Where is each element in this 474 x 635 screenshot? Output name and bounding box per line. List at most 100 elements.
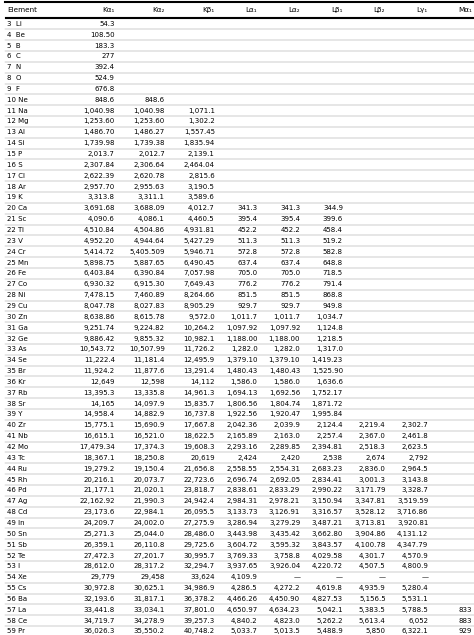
Text: 2,124.4: 2,124.4 <box>317 422 343 429</box>
Text: 9,886.42: 9,886.42 <box>83 335 115 342</box>
Text: 637.4: 637.4 <box>280 260 300 265</box>
Text: 4,619.8: 4,619.8 <box>316 585 343 591</box>
Text: 883: 883 <box>459 618 472 624</box>
Text: 27,275.9: 27,275.9 <box>183 520 215 526</box>
Text: 511.3: 511.3 <box>280 238 300 244</box>
Text: 4,220.72: 4,220.72 <box>312 563 343 570</box>
Text: 16,737.8: 16,737.8 <box>183 411 215 417</box>
Text: 5,850: 5,850 <box>365 629 386 634</box>
Text: 18,367.1: 18,367.1 <box>83 455 115 461</box>
Text: 21,177.1: 21,177.1 <box>83 488 115 493</box>
Text: Element: Element <box>7 7 37 13</box>
Text: 2,219.4: 2,219.4 <box>359 422 386 429</box>
Text: 1,282.0: 1,282.0 <box>231 346 257 352</box>
Text: 1,486.70: 1,486.70 <box>83 130 115 135</box>
Text: 1,034.7: 1,034.7 <box>316 314 343 320</box>
Text: 2,815.6: 2,815.6 <box>188 173 215 178</box>
Text: 2,042.36: 2,042.36 <box>227 422 257 429</box>
Text: 8,615.78: 8,615.78 <box>133 314 165 320</box>
Text: 9,251.74: 9,251.74 <box>83 324 115 331</box>
Text: 29,779: 29,779 <box>90 574 115 580</box>
Text: 14,112: 14,112 <box>190 379 215 385</box>
Text: Lβ₂: Lβ₂ <box>374 7 385 13</box>
Text: 11,726.2: 11,726.2 <box>183 346 215 352</box>
Text: 7  N: 7 N <box>7 64 21 70</box>
Text: 17,479.34: 17,479.34 <box>79 444 115 450</box>
Text: 8,027.83: 8,027.83 <box>133 303 165 309</box>
Text: 2,039.9: 2,039.9 <box>273 422 300 429</box>
Text: 3,589.6: 3,589.6 <box>188 194 215 201</box>
Text: 395.4: 395.4 <box>237 216 257 222</box>
Text: 25 Mn: 25 Mn <box>7 260 28 265</box>
Text: 7,057.98: 7,057.98 <box>183 271 215 276</box>
Text: 2,538: 2,538 <box>323 455 343 461</box>
Text: 4,466.26: 4,466.26 <box>227 596 257 602</box>
Text: 8,047.78: 8,047.78 <box>83 303 115 309</box>
Text: 19,608.3: 19,608.3 <box>183 444 215 450</box>
Text: 14 Si: 14 Si <box>7 140 24 146</box>
Text: 3,713.81: 3,713.81 <box>354 520 386 526</box>
Text: 1,040.98: 1,040.98 <box>133 108 165 114</box>
Text: 3,769.33: 3,769.33 <box>226 552 257 559</box>
Text: 4,634.23: 4,634.23 <box>269 607 300 613</box>
Text: 34 Se: 34 Se <box>7 358 27 363</box>
Text: 14,165: 14,165 <box>90 401 115 406</box>
Text: Lγ₁: Lγ₁ <box>417 7 428 13</box>
Text: 48 Cd: 48 Cd <box>7 509 27 515</box>
Text: 2,289.85: 2,289.85 <box>269 444 300 450</box>
Text: 1,218.5: 1,218.5 <box>316 335 343 342</box>
Text: 9  F: 9 F <box>7 86 19 92</box>
Text: 18,622.5: 18,622.5 <box>183 433 215 439</box>
Text: 32,294.7: 32,294.7 <box>183 563 215 570</box>
Text: 1,586.0: 1,586.0 <box>231 379 257 385</box>
Text: 26,095.5: 26,095.5 <box>183 509 215 515</box>
Text: 637.4: 637.4 <box>237 260 257 265</box>
Text: 183.3: 183.3 <box>94 43 115 48</box>
Text: 10,543.72: 10,543.72 <box>79 346 115 352</box>
Text: 25,044.0: 25,044.0 <box>134 531 165 537</box>
Text: 833: 833 <box>459 607 472 613</box>
Text: 20,216.1: 20,216.1 <box>83 477 115 483</box>
Text: 17,667.8: 17,667.8 <box>183 422 215 429</box>
Text: 55 Cs: 55 Cs <box>7 585 26 591</box>
Text: 1,694.13: 1,694.13 <box>226 390 257 396</box>
Text: —: — <box>379 574 386 580</box>
Text: 4,347.79: 4,347.79 <box>397 542 428 547</box>
Text: 1,253.60: 1,253.60 <box>134 119 165 124</box>
Text: 2,558.55: 2,558.55 <box>227 465 257 472</box>
Text: 1,124.8: 1,124.8 <box>316 324 343 331</box>
Text: 3,435.42: 3,435.42 <box>269 531 300 537</box>
Text: 3,171.79: 3,171.79 <box>354 488 386 493</box>
Text: 2,165.89: 2,165.89 <box>226 433 257 439</box>
Text: 776.2: 776.2 <box>280 281 300 287</box>
Text: 4,460.5: 4,460.5 <box>188 216 215 222</box>
Text: 3,311.1: 3,311.1 <box>138 194 165 201</box>
Text: 9,855.32: 9,855.32 <box>134 335 165 342</box>
Text: 2,984.31: 2,984.31 <box>226 498 257 504</box>
Text: 1,922.56: 1,922.56 <box>227 411 257 417</box>
Text: 23,818.7: 23,818.7 <box>183 488 215 493</box>
Text: 5,887.65: 5,887.65 <box>134 260 165 265</box>
Text: 3,328.7: 3,328.7 <box>401 488 428 493</box>
Text: 776.2: 776.2 <box>237 281 257 287</box>
Text: 4,029.58: 4,029.58 <box>312 552 343 559</box>
Text: 5,613.4: 5,613.4 <box>359 618 386 624</box>
Text: 4,131.12: 4,131.12 <box>397 531 428 537</box>
Text: 21 Sc: 21 Sc <box>7 216 26 222</box>
Text: 2,792: 2,792 <box>408 455 428 461</box>
Text: 14,961.3: 14,961.3 <box>183 390 215 396</box>
Text: 7,478.15: 7,478.15 <box>83 292 115 298</box>
Text: 10,264.2: 10,264.2 <box>183 324 215 331</box>
Text: 1,739.98: 1,739.98 <box>83 140 115 146</box>
Text: 2,674: 2,674 <box>365 455 386 461</box>
Text: 35 Br: 35 Br <box>7 368 26 374</box>
Text: 572.8: 572.8 <box>237 249 257 255</box>
Text: 399.6: 399.6 <box>323 216 343 222</box>
Text: 33,624: 33,624 <box>190 574 215 580</box>
Text: 868.8: 868.8 <box>323 292 343 298</box>
Text: 929.7: 929.7 <box>280 303 300 309</box>
Text: 24,942.4: 24,942.4 <box>184 498 215 504</box>
Text: 27 Co: 27 Co <box>7 281 27 287</box>
Text: 32 Ge: 32 Ge <box>7 335 27 342</box>
Text: 16,615.1: 16,615.1 <box>83 433 115 439</box>
